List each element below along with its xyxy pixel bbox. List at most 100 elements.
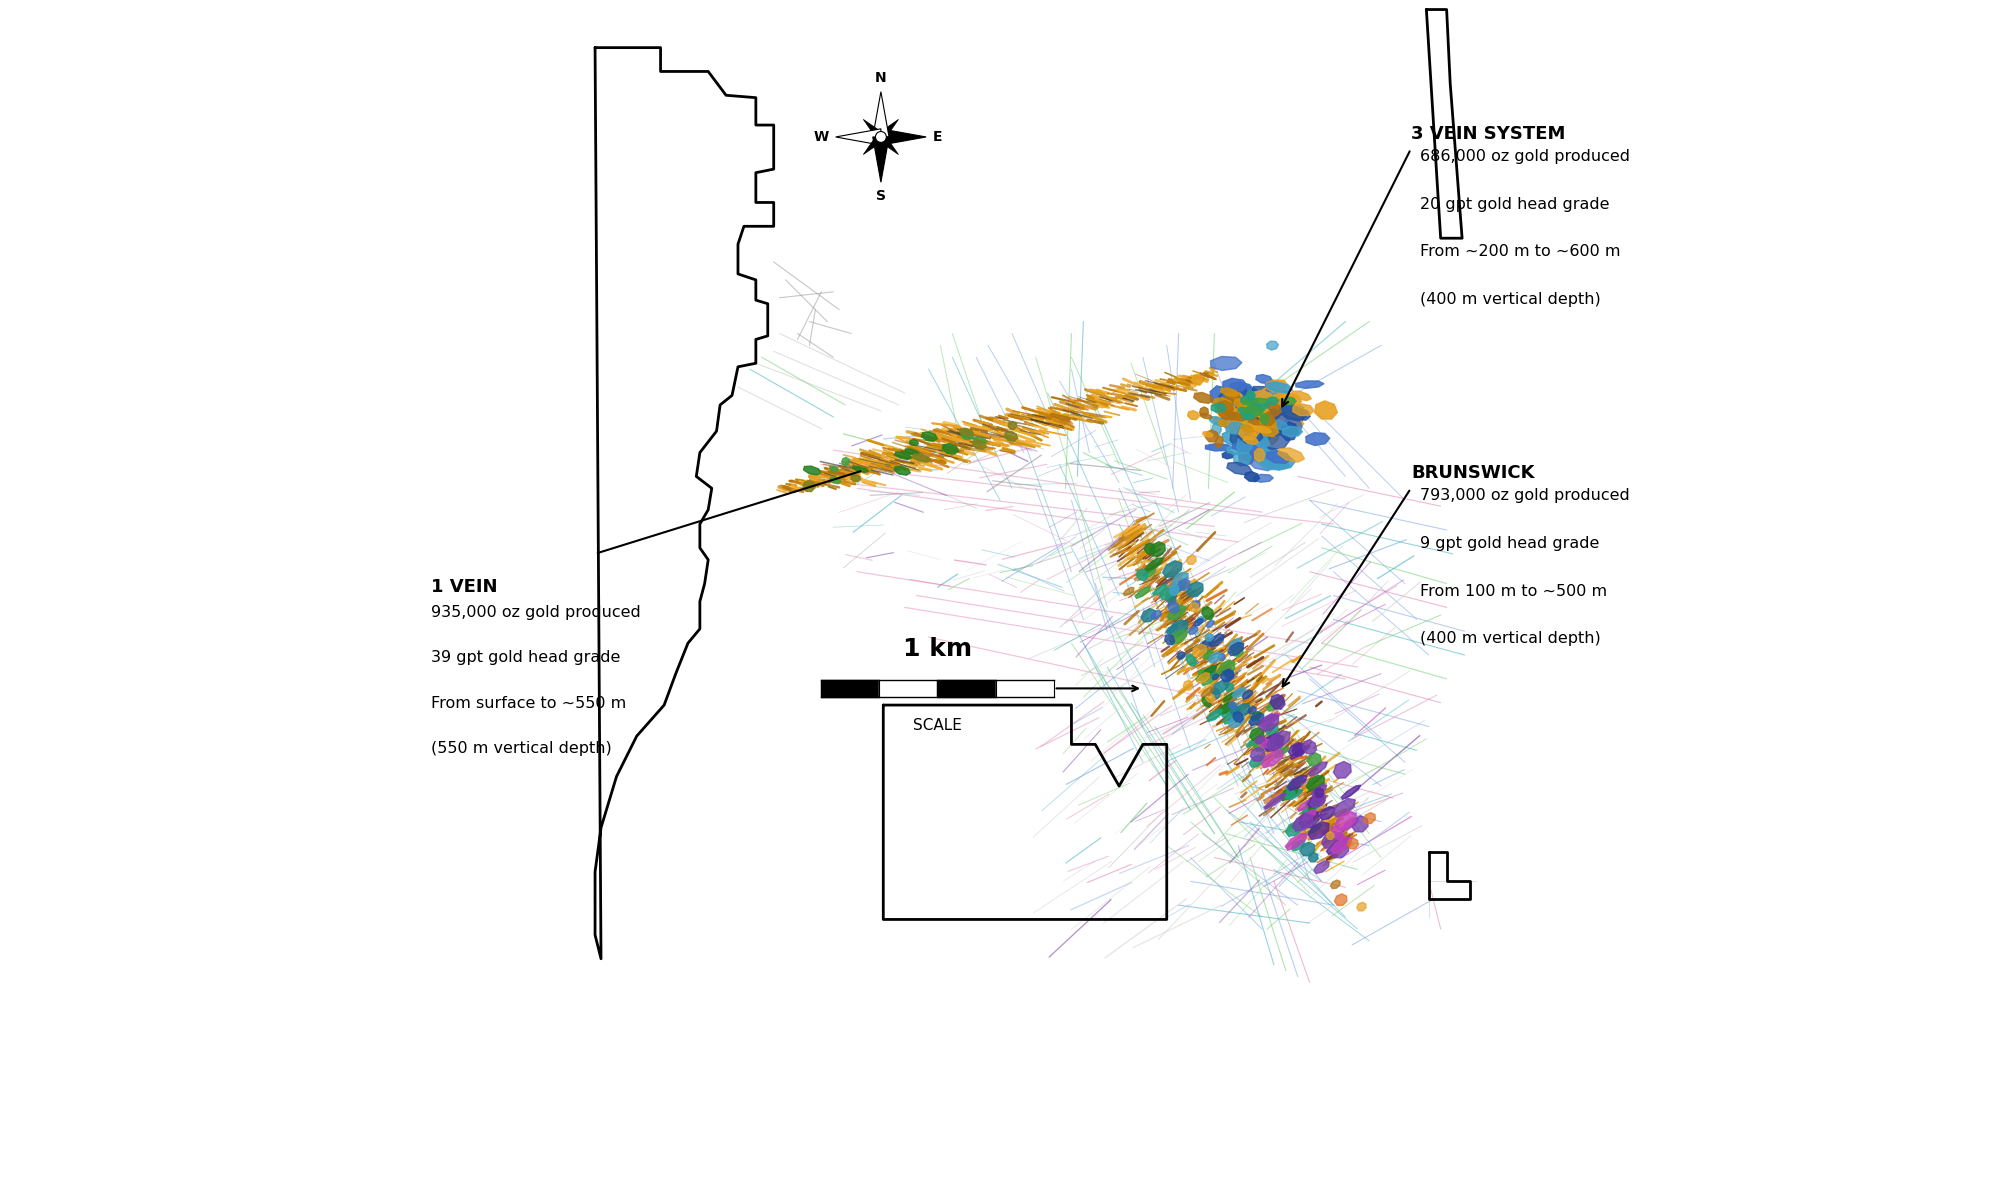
Polygon shape: [1276, 409, 1288, 428]
Polygon shape: [1244, 404, 1256, 423]
Polygon shape: [1218, 411, 1238, 420]
Polygon shape: [1254, 474, 1274, 482]
Polygon shape: [1308, 853, 1318, 862]
Polygon shape: [1292, 409, 1310, 420]
Polygon shape: [1280, 422, 1298, 441]
Polygon shape: [1352, 816, 1368, 831]
Polygon shape: [910, 439, 918, 445]
Polygon shape: [1196, 617, 1204, 623]
Polygon shape: [1238, 407, 1248, 412]
Polygon shape: [1288, 742, 1304, 755]
Polygon shape: [974, 437, 988, 443]
Polygon shape: [1284, 397, 1296, 405]
Polygon shape: [1258, 455, 1290, 469]
Polygon shape: [1258, 407, 1270, 419]
Polygon shape: [1228, 701, 1236, 709]
Polygon shape: [1330, 841, 1348, 858]
Polygon shape: [1266, 731, 1290, 750]
Polygon shape: [1274, 735, 1284, 746]
Polygon shape: [1136, 587, 1150, 598]
Polygon shape: [1260, 713, 1280, 728]
Polygon shape: [922, 432, 938, 441]
Polygon shape: [1202, 687, 1214, 697]
Text: N: N: [876, 71, 886, 85]
Polygon shape: [1252, 411, 1278, 428]
Polygon shape: [1200, 413, 1212, 419]
Polygon shape: [1298, 810, 1318, 828]
Polygon shape: [1254, 391, 1274, 404]
Polygon shape: [804, 466, 820, 475]
Polygon shape: [1260, 738, 1270, 748]
Polygon shape: [1212, 422, 1222, 436]
Polygon shape: [1226, 412, 1246, 422]
Polygon shape: [1176, 579, 1190, 591]
Polygon shape: [850, 474, 860, 482]
Polygon shape: [1244, 437, 1258, 444]
Polygon shape: [1248, 423, 1258, 435]
Polygon shape: [1160, 588, 1172, 599]
Polygon shape: [1282, 426, 1302, 437]
Polygon shape: [1298, 800, 1312, 811]
Polygon shape: [1348, 838, 1358, 849]
Polygon shape: [1224, 692, 1236, 701]
Polygon shape: [1322, 831, 1340, 848]
Polygon shape: [1230, 428, 1246, 445]
Polygon shape: [1220, 703, 1236, 717]
Polygon shape: [1292, 790, 1302, 798]
Text: 3 VEIN SYSTEM: 3 VEIN SYSTEM: [1410, 125, 1566, 143]
Polygon shape: [1206, 710, 1222, 722]
Polygon shape: [1302, 803, 1320, 816]
Polygon shape: [1260, 426, 1278, 444]
Polygon shape: [1170, 584, 1178, 593]
Polygon shape: [1290, 746, 1310, 760]
Polygon shape: [1242, 400, 1260, 405]
Polygon shape: [1248, 394, 1258, 405]
Polygon shape: [1238, 447, 1254, 466]
Polygon shape: [1008, 422, 1016, 429]
Polygon shape: [1242, 451, 1270, 461]
Polygon shape: [1206, 634, 1214, 641]
Polygon shape: [1150, 542, 1166, 556]
Polygon shape: [1274, 410, 1284, 418]
Polygon shape: [894, 466, 910, 475]
Polygon shape: [864, 133, 884, 155]
Polygon shape: [878, 119, 898, 141]
Polygon shape: [878, 133, 898, 155]
Polygon shape: [1254, 395, 1268, 410]
Polygon shape: [1248, 706, 1256, 713]
Polygon shape: [1166, 584, 1186, 597]
Polygon shape: [1234, 398, 1254, 410]
Polygon shape: [1342, 818, 1358, 831]
Polygon shape: [1250, 747, 1264, 761]
Polygon shape: [1288, 420, 1298, 435]
Polygon shape: [1186, 555, 1196, 565]
Polygon shape: [1246, 424, 1270, 441]
Polygon shape: [1256, 448, 1268, 461]
Polygon shape: [1312, 785, 1326, 797]
Polygon shape: [1232, 687, 1246, 698]
Polygon shape: [1004, 431, 1018, 441]
Polygon shape: [1164, 635, 1174, 644]
Polygon shape: [1224, 711, 1242, 724]
Polygon shape: [1234, 711, 1244, 722]
Polygon shape: [1278, 448, 1304, 462]
Polygon shape: [1272, 380, 1288, 392]
Polygon shape: [1266, 450, 1290, 463]
Polygon shape: [1268, 456, 1296, 470]
Polygon shape: [1262, 386, 1278, 401]
Text: W: W: [814, 130, 828, 144]
Circle shape: [876, 131, 886, 143]
Polygon shape: [1256, 409, 1268, 418]
Polygon shape: [1234, 397, 1254, 413]
Polygon shape: [1314, 787, 1324, 797]
Polygon shape: [1196, 673, 1210, 684]
Polygon shape: [1250, 755, 1264, 767]
Polygon shape: [1258, 713, 1278, 731]
Polygon shape: [1144, 557, 1164, 572]
Polygon shape: [1198, 669, 1208, 680]
Polygon shape: [1230, 400, 1240, 418]
Text: (400 m vertical depth): (400 m vertical depth): [1420, 631, 1602, 647]
Polygon shape: [1226, 391, 1240, 404]
Polygon shape: [1286, 790, 1296, 799]
Polygon shape: [1244, 406, 1264, 417]
